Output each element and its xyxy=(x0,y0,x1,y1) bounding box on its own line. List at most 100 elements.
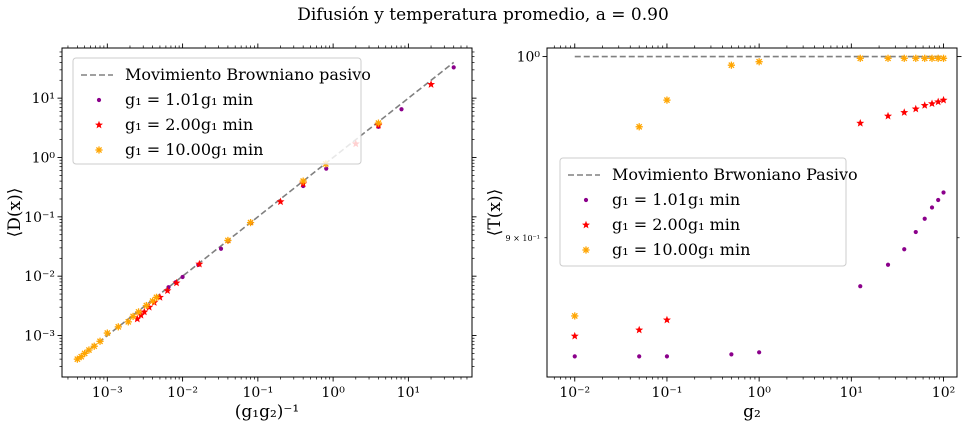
chart-2-series-1-point xyxy=(941,190,946,195)
chart-1-legend-label: g₁ = 10.00g₁ min xyxy=(125,140,263,159)
chart-1-reference-line xyxy=(76,61,455,360)
chart-1-series-3-point xyxy=(85,346,93,354)
chart-1-series-3-point xyxy=(81,349,89,357)
chart-1-series-3-point xyxy=(152,293,161,301)
chart-2-series-3-point xyxy=(939,54,948,62)
chart-2-x-tick-label: 10⁻² xyxy=(559,385,590,401)
chart-2-series-2-point xyxy=(934,97,943,106)
chart-1-series-3-point xyxy=(134,308,143,316)
chart-2-legend-marker xyxy=(582,220,590,229)
chart-1-legend-label: Movimiento Browniano pasivo xyxy=(125,65,371,84)
chart-2-legend-label: g₁ = 2.00g₁ min xyxy=(612,215,740,234)
chart-2-series-3-point xyxy=(934,54,942,62)
chart-1-series-3-point xyxy=(73,355,81,363)
chart-2-legend-label: g₁ = 10.00g₁ min xyxy=(612,240,750,259)
chart-1-series-1-point xyxy=(324,166,329,171)
chart-1-series-2-point xyxy=(140,307,149,316)
chart-2-series-1-point xyxy=(572,354,577,359)
chart-1-series-3-point xyxy=(124,318,132,326)
chart-1-x-tick-label: 10⁻¹ xyxy=(242,385,273,401)
chart-2-series-1-point xyxy=(664,354,670,359)
chart-1-y-tick-label: 10⁰ xyxy=(32,150,56,166)
chart-1-series-3-point xyxy=(246,218,255,227)
chart-2-series-3-point xyxy=(727,61,735,69)
chart-2-series-1-point xyxy=(757,350,762,355)
chart-1-series-2-point xyxy=(276,197,285,206)
chart-1-y-tick-label: 10⁻¹ xyxy=(24,210,55,226)
chart-1-series-3-point xyxy=(96,337,104,345)
chart-1-series-2-point xyxy=(163,286,172,295)
chart-2-axes-frame xyxy=(546,47,958,378)
chart-1-series-1-point xyxy=(218,246,224,251)
chart-1-series-3-point xyxy=(103,329,111,337)
chart-1-series-2-point xyxy=(172,278,181,287)
chart-1-x-tick-label: 10⁻² xyxy=(167,385,198,401)
chart-2-x-tick-label: 10⁻¹ xyxy=(652,385,683,401)
chart-1-series-3-point xyxy=(129,312,137,320)
chart-1-x-tick-label: 10⁻³ xyxy=(92,385,123,401)
chart-2-y-axis-label: ⟨T(x)⟩ xyxy=(485,189,505,236)
chart-1-series-1-point xyxy=(451,65,456,70)
chart-2-series-3-point xyxy=(755,58,763,66)
chart-2-series-2-point xyxy=(920,101,929,109)
chart-1-legend-marker xyxy=(95,120,103,129)
chart-2-series-1-point xyxy=(902,247,907,252)
chart-2-series-1-point xyxy=(929,205,935,210)
chart-1-y-tick-label: 10¹ xyxy=(32,91,55,107)
chart-2-series-3-point xyxy=(571,312,579,320)
chart-2-series-3-point xyxy=(856,54,864,62)
chart-2-y-minor-label: 9 × 10⁻¹ xyxy=(506,234,541,243)
chart-2-series-2-point xyxy=(884,111,893,120)
chart-2-y-tick-label: 10⁰ xyxy=(517,50,541,66)
chart-2-series-2-point xyxy=(939,95,948,104)
chart-1-series-1-point xyxy=(180,274,185,280)
chart-1-x-tick-label: 10⁰ xyxy=(321,385,345,401)
figure-suptitle: Difusión y temperatura promedio, a = 0.9… xyxy=(297,5,669,25)
chart-1-series-3-point xyxy=(224,236,232,245)
chart-2-legend-marker xyxy=(582,246,590,254)
chart-2-series-1-point xyxy=(637,354,642,359)
chart-1-series-3-point xyxy=(299,177,307,185)
chart-2-series-1-point xyxy=(729,352,734,357)
chart-2-series-2-point xyxy=(856,119,865,127)
chart-2-series-3-point xyxy=(900,54,908,62)
chart-1-axes-frame xyxy=(61,47,473,378)
chart-1-series-3-point xyxy=(114,323,122,331)
chart-2-legend-marker xyxy=(583,197,589,203)
chart-2-series-1-point xyxy=(922,216,927,221)
chart-1-y-tick-label: 10⁻³ xyxy=(24,329,55,345)
chart-1-legend-marker xyxy=(96,97,102,103)
chart-2-x-tick-label: 10¹ xyxy=(840,385,863,401)
chart-1-series-2-point xyxy=(136,311,145,319)
chart-2-legend-label: g₁ = 1.01g₁ min xyxy=(612,190,740,209)
chart-2-x-tick-label: 10² xyxy=(932,385,955,401)
chart-2-series-2-point xyxy=(911,104,920,113)
chart-2-series-3-point xyxy=(928,54,936,62)
chart-1-x-axis-label: (g₁g₂)⁻¹ xyxy=(235,402,299,422)
chart-1-y-axis-label: ⟨D(x)⟩ xyxy=(5,188,25,238)
chart-1-series-2-point xyxy=(133,314,142,323)
chart-2-x-tick-label: 10⁰ xyxy=(747,385,771,401)
chart-2-series-2-point xyxy=(900,108,909,116)
chart-1-series-2-point xyxy=(195,259,204,268)
chart-2-legend-label: Movimiento Brwoniano Pasivo xyxy=(612,165,858,184)
chart-1-legend-label: g₁ = 1.01g₁ min xyxy=(125,90,253,109)
chart-2-series-3-point xyxy=(635,123,643,131)
chart-1-y-tick-label: 10⁻² xyxy=(24,269,55,285)
chart-1-series-3-point xyxy=(77,353,85,361)
chart-2-series-2-point xyxy=(570,331,579,340)
chart-2-series-2-point xyxy=(635,325,644,334)
chart-2-series-3-point xyxy=(912,54,920,62)
chart-2-legend-box xyxy=(559,157,847,267)
chart-1-series-3-point xyxy=(374,119,383,127)
chart-2-series-2-point xyxy=(662,315,671,324)
chart-1-legend-label: g₁ = 2.00g₁ min xyxy=(125,115,253,134)
chart-2-series-1-point xyxy=(936,197,941,203)
chart-1-x-tick-label: 10¹ xyxy=(397,385,420,401)
chart-1-series-1-point xyxy=(399,107,404,112)
chart-2-series-1-point xyxy=(858,284,863,289)
chart-2-series-3-point xyxy=(884,54,892,62)
chart-2-x-axis-label: g₂ xyxy=(743,402,761,422)
chart-2-series-3-point xyxy=(921,54,929,62)
chart-2-series-3-point xyxy=(663,96,671,104)
